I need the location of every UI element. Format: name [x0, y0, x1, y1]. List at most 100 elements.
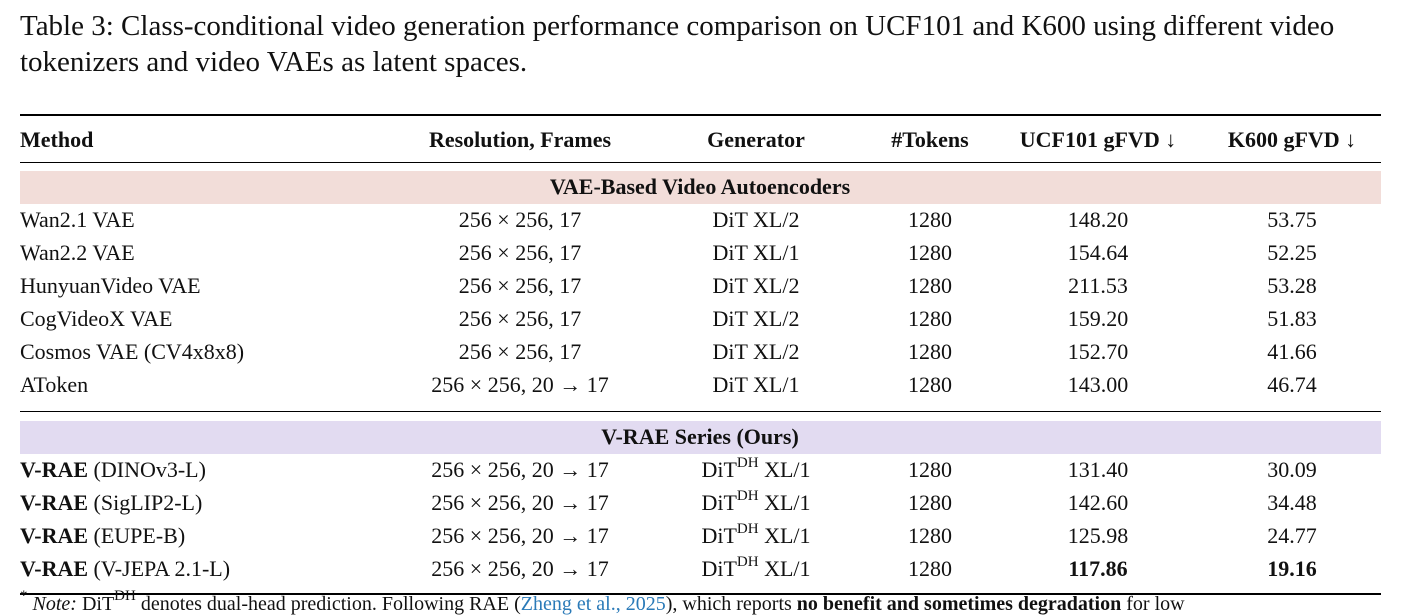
section-title: VAE-Based Video Autoencoders [549, 174, 851, 199]
footnote-text: for low [1121, 593, 1185, 615]
value-cell: 51.83 [1267, 306, 1317, 331]
generator-base: DiT XL/2 [712, 339, 800, 364]
method-bold: V-RAE [20, 490, 89, 515]
method-bold: V-RAE [20, 457, 89, 482]
resolution-cell: 256 × 256, 20 → 17 [431, 556, 609, 581]
generator-cell: DiT XL/2 [713, 273, 800, 299]
value-cell: 19.16 [1267, 556, 1317, 581]
method-text: (V-JEPA 2.1-L) [88, 556, 231, 581]
column-header: #Tokens [891, 127, 969, 152]
value-cell: 1280 [908, 240, 952, 265]
value-cell: 1280 [908, 339, 952, 364]
method-cell: Wan2.2 VAE [20, 240, 135, 266]
value-cell: 52.25 [1267, 240, 1317, 265]
generator-rest: XL/1 [758, 556, 811, 581]
method-cell: Wan2.1 VAE [20, 207, 135, 233]
method-text: Cosmos VAE (CV4x8x8) [20, 339, 245, 364]
value-cell: 41.66 [1267, 339, 1317, 364]
generator-base: DiT XL/2 [712, 273, 800, 298]
citation-link[interactable]: Zheng et al., 2025 [520, 593, 666, 615]
caption-label: Table 3: [20, 10, 114, 42]
value-cell: 46.74 [1267, 372, 1317, 397]
value-cell: 1280 [908, 523, 952, 548]
footnote-sup: DH [114, 588, 136, 605]
generator-base: DiT XL/2 [712, 306, 800, 331]
method-bold: V-RAE [20, 556, 89, 581]
generator-cell: DiT XL/1 [713, 372, 800, 398]
generator-cell: DiTDH XL/1 [701, 454, 811, 483]
generator-cell: DiT XL/2 [713, 306, 800, 332]
method-text: (EUPE-B) [88, 523, 186, 548]
value-cell: 1280 [908, 306, 952, 331]
generator-cell: DiT XL/2 [713, 339, 800, 365]
footnote-mark: * [20, 588, 28, 605]
value-cell: 125.98 [1067, 523, 1129, 548]
resolution-cell: 256 × 256, 20 → 17 [431, 490, 609, 515]
resolution-cell: 256 × 256, 17 [458, 273, 582, 298]
value-cell: 24.77 [1267, 523, 1317, 548]
value-cell: 1280 [908, 273, 952, 298]
footnote-text: ), which reports [665, 593, 797, 615]
method-cell: V-RAE (DINOv3-L) [20, 457, 206, 483]
caption-text: Class-conditional video generation perfo… [20, 10, 1335, 78]
rule [20, 114, 1381, 116]
resolution-cell: 256 × 256, 20 → 17 [431, 523, 609, 548]
generator-base: DiT XL/2 [712, 207, 800, 232]
method-text: (DINOv3-L) [88, 457, 206, 482]
value-cell: 1280 [908, 490, 952, 515]
generator-sup: DH [736, 487, 759, 504]
value-cell: 1280 [908, 556, 952, 581]
generator-base: DiT [701, 523, 737, 548]
value-cell: 143.00 [1067, 372, 1129, 397]
resolution-cell: 256 × 256, 17 [458, 339, 582, 364]
resolution-cell: 256 × 256, 17 [458, 306, 582, 331]
value-cell: 34.48 [1267, 490, 1317, 515]
method-cell: V-RAE (V-JEPA 2.1-L) [20, 556, 230, 582]
rule [20, 411, 1381, 412]
resolution-cell: 256 × 256, 20 → 17 [431, 457, 609, 482]
value-cell: 1280 [908, 457, 952, 482]
rule [20, 162, 1381, 163]
generator-cell: DiT XL/1 [713, 240, 800, 266]
value-cell: 30.09 [1267, 457, 1317, 482]
generator-sup: DH [736, 520, 759, 537]
column-header: UCF101 gFVD ↓ [1019, 127, 1177, 152]
section-band [20, 171, 1381, 204]
caption: Table 3: Class-conditional video generat… [20, 8, 1390, 80]
value-cell: 131.40 [1067, 457, 1129, 482]
footnote-dit: DiT [81, 593, 115, 615]
generator-sup: DH [736, 553, 759, 570]
method-bold: V-RAE [20, 523, 89, 548]
column-header: Generator [707, 127, 805, 152]
footnote-note: Note: [32, 593, 77, 615]
generator-rest: XL/1 [758, 457, 811, 482]
value-cell: 1280 [908, 372, 952, 397]
value-cell: 142.60 [1067, 490, 1129, 515]
method-text: Wan2.2 VAE [20, 240, 135, 265]
method-cell: Cosmos VAE (CV4x8x8) [20, 339, 244, 365]
value-cell: 53.28 [1267, 273, 1317, 298]
method-cell: AToken [20, 372, 88, 398]
generator-base: DiT XL/1 [712, 372, 800, 397]
generator-base: DiT [701, 556, 737, 581]
method-text: (SigLIP2-L) [88, 490, 203, 515]
value-cell: 148.20 [1067, 207, 1129, 232]
method-cell: HunyuanVideo VAE [20, 273, 201, 299]
method-text: CogVideoX VAE [20, 306, 173, 331]
generator-sup: DH [736, 454, 759, 471]
method-text: HunyuanVideo VAE [20, 273, 201, 298]
value-cell: 1280 [908, 207, 952, 232]
footnote-text: denotes dual-head prediction. Following … [135, 593, 521, 615]
value-cell: 154.64 [1067, 240, 1129, 265]
rule [20, 593, 1381, 595]
value-cell: 211.53 [1068, 273, 1128, 298]
generator-cell: DiTDH XL/1 [701, 487, 810, 516]
column-header: K600 gFVD ↓ [1227, 127, 1357, 152]
method-cell: V-RAE (EUPE-B) [20, 523, 185, 549]
column-header: Resolution, Frames [428, 127, 612, 152]
resolution-cell: 256 × 256, 17 [458, 240, 582, 265]
method-cell: CogVideoX VAE [20, 306, 173, 332]
value-cell: 53.75 [1267, 207, 1317, 232]
section-title: V-RAE Series (Ours) [601, 424, 799, 449]
